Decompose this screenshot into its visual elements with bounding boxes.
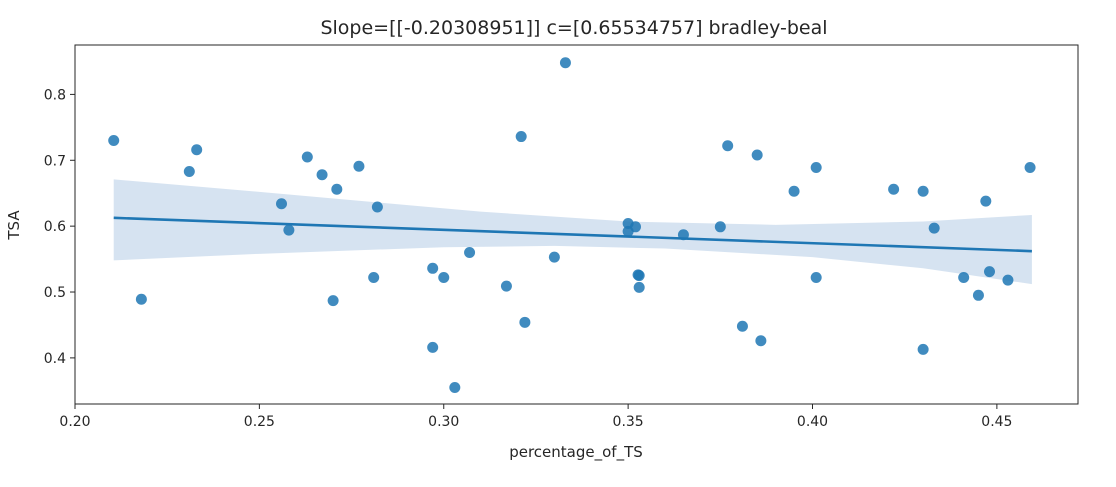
x-tick-label: 0.30	[428, 414, 459, 430]
data-point	[751, 149, 763, 161]
data-point	[1024, 162, 1036, 174]
data-points-layer	[108, 57, 1036, 394]
data-point	[928, 222, 940, 234]
data-point	[722, 140, 734, 152]
data-point	[449, 382, 461, 394]
data-point	[810, 162, 822, 174]
data-point	[755, 335, 767, 347]
x-tick-label: 0.25	[244, 414, 275, 430]
data-point	[135, 293, 147, 305]
y-axis-label: TSA	[5, 210, 23, 241]
plot-frame	[74, 44, 1079, 405]
data-point	[427, 341, 439, 353]
data-point	[980, 195, 992, 207]
data-point	[548, 251, 560, 263]
y-tick-label: 0.6	[44, 219, 66, 235]
y-tick-label: 0.8	[44, 87, 66, 103]
data-point	[276, 198, 287, 210]
data-point	[371, 201, 383, 213]
data-point	[888, 183, 900, 195]
y-tick-label: 0.7	[44, 153, 66, 169]
confidence-band	[113, 179, 1032, 285]
data-point	[810, 272, 822, 284]
data-point	[736, 320, 748, 332]
data-point	[108, 135, 120, 147]
y-tick-label: 0.4	[44, 351, 66, 367]
data-point	[559, 57, 571, 69]
data-point	[972, 289, 984, 301]
regression-line	[113, 216, 1032, 253]
data-point	[464, 246, 476, 258]
data-point	[191, 144, 203, 156]
data-point	[917, 185, 929, 197]
data-point	[183, 165, 195, 177]
data-point	[368, 272, 380, 284]
data-point	[301, 151, 313, 163]
data-point	[958, 272, 970, 284]
data-point	[677, 229, 689, 241]
x-tick-label: 0.35	[613, 414, 644, 430]
x-axis-label: percentage_of_TS	[509, 443, 643, 462]
data-point	[714, 221, 726, 233]
x-tick-label: 0.45	[981, 414, 1012, 430]
x-tick-label: 0.20	[59, 414, 90, 430]
chart-title: Slope=[[-0.20308951]] c=[0.65534757] bra…	[320, 17, 827, 39]
data-point	[788, 185, 800, 197]
data-point	[316, 169, 328, 181]
data-point	[500, 280, 512, 292]
data-point	[327, 295, 339, 307]
data-point	[630, 221, 641, 233]
data-point	[438, 272, 450, 284]
data-point	[1002, 274, 1014, 286]
y-tick-label: 0.5	[44, 285, 66, 301]
regression-line-layer	[113, 216, 1032, 253]
confidence-band-layer	[113, 179, 1032, 285]
data-point	[331, 183, 343, 195]
data-point	[283, 224, 295, 236]
data-point	[633, 281, 645, 293]
data-point	[917, 343, 929, 355]
x-tick-label: 0.40	[797, 414, 828, 430]
data-point	[519, 316, 531, 328]
x-axis-ticks: 0.20 0.25 0.30 0.35 0.40 0.45	[59, 404, 1012, 430]
data-point	[632, 269, 644, 281]
data-point	[353, 160, 365, 172]
data-point	[515, 131, 527, 143]
y-axis-ticks: 0.4 0.5 0.6 0.7 0.8	[44, 87, 75, 367]
data-point	[427, 262, 439, 274]
data-point	[984, 266, 995, 278]
